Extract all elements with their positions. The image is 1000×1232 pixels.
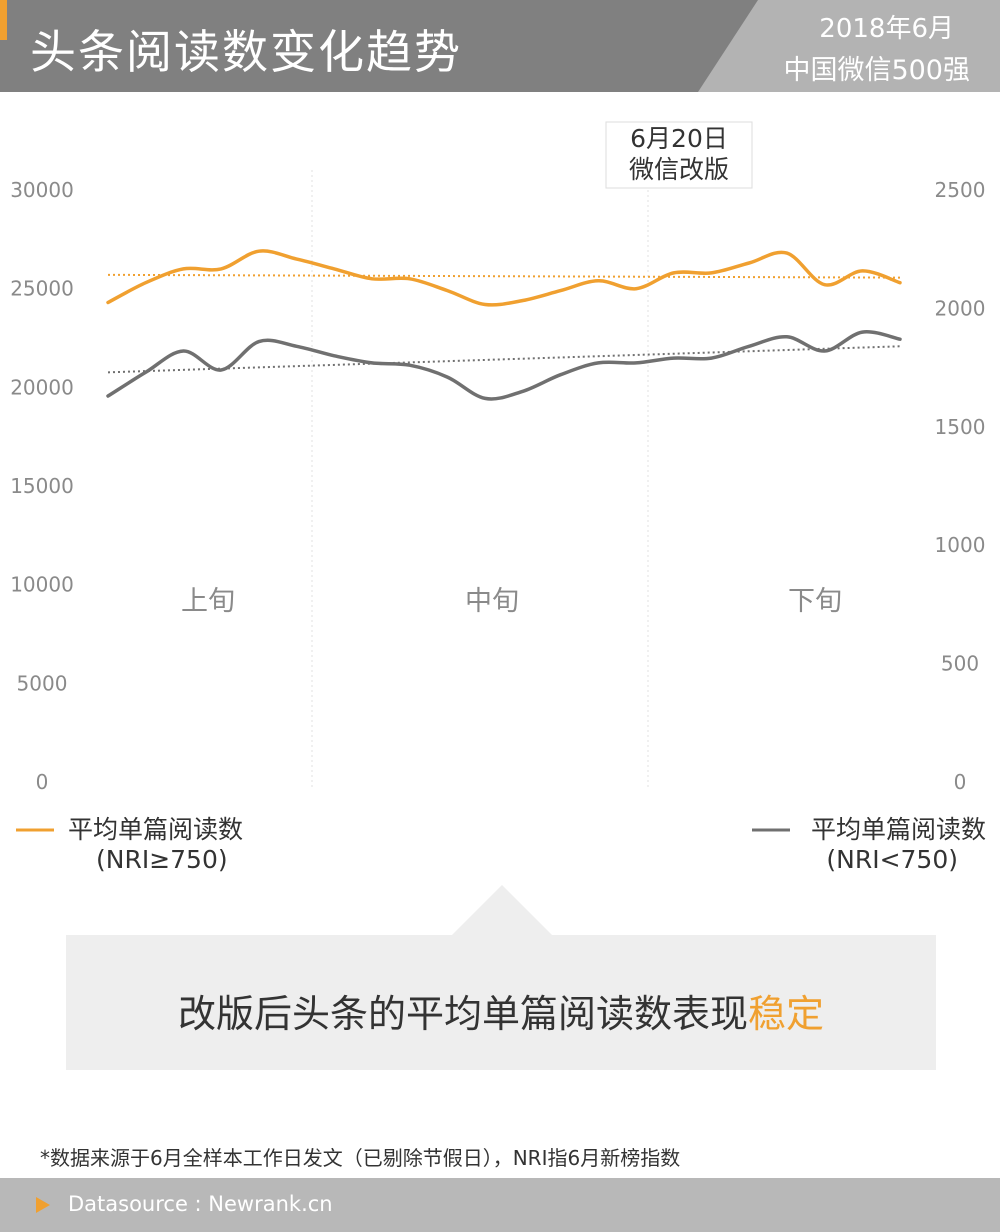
left-tick-label: 25000	[10, 277, 74, 301]
period-label: 上旬	[181, 586, 235, 617]
left-axis-ticks: 30000 25000 20000 15000 10000 5000 0	[10, 178, 74, 794]
period-dividers	[311, 170, 649, 790]
callout-text: 改版后头条的平均单篇阅读数表现稳定	[66, 983, 936, 1038]
footnote: *数据来源于6月全样本工作日发文（已剔除节假日），NRI指6月新榜指数	[40, 1146, 681, 1170]
legend-label-2: 平均单篇阅读数	[811, 815, 986, 844]
series-line-2	[106, 330, 902, 401]
header-date: 2018年6月	[819, 14, 954, 44]
callout-pointer	[452, 885, 552, 935]
right-tick-label: 0	[954, 770, 967, 794]
legend-label-1: 平均单篇阅读数	[68, 815, 243, 844]
callout-box: 改版后头条的平均单篇阅读数表现稳定	[66, 935, 936, 1070]
trend-line-2	[107, 345, 901, 374]
period-label: 中旬	[465, 586, 519, 617]
annotation-event: 微信改版	[629, 155, 729, 184]
legend-sublabel-1: (NRI≥750)	[96, 845, 228, 874]
header-banner: 头条阅读数变化趋势 2018年6月 中国微信500强	[0, 0, 1000, 92]
legend-sublabel-2: (NRI<750)	[826, 845, 958, 874]
trend-line-1	[107, 273, 901, 279]
period-label: 下旬	[788, 586, 842, 617]
accent-bar	[0, 0, 7, 40]
left-tick-label: 15000	[10, 474, 74, 498]
right-tick-label: 2000	[935, 296, 986, 320]
trend-lines	[107, 273, 901, 374]
left-tick-label: 20000	[10, 375, 74, 399]
callout-highlight: 稳定	[748, 992, 825, 1036]
left-tick-label: 0	[36, 770, 49, 794]
datasource-label: Datasource : Newrank.cn	[68, 1192, 333, 1216]
play-arrow-icon	[36, 1197, 50, 1213]
callout-main-text: 改版后头条的平均单篇阅读数表现	[177, 992, 748, 1036]
series-line-1	[106, 249, 902, 307]
series-lines	[106, 249, 902, 401]
right-tick-label: 2500	[935, 178, 986, 202]
annotation-date: 6月20日	[630, 124, 728, 153]
right-axis-ticks: 2500 2000 1500 1000 500 0	[935, 178, 986, 794]
left-tick-label: 5000	[17, 671, 68, 695]
right-tick-label: 500	[941, 652, 979, 676]
page-title: 头条阅读数变化趋势	[30, 25, 462, 79]
period-labels: 上旬 中旬 下旬	[181, 586, 842, 617]
chart-legend: 平均单篇阅读数(NRI≥750)平均单篇阅读数(NRI<750)	[16, 815, 986, 874]
right-tick-label: 1000	[935, 533, 986, 557]
right-tick-label: 1500	[935, 415, 986, 439]
header-subtitle: 中国微信500强	[783, 55, 970, 86]
left-tick-label: 30000	[10, 178, 74, 202]
header-corner-panel	[698, 0, 1000, 92]
footer-bar: Datasource : Newrank.cn	[0, 1178, 1000, 1232]
left-tick-label: 10000	[10, 573, 74, 597]
annotation-frame	[605, 121, 753, 189]
